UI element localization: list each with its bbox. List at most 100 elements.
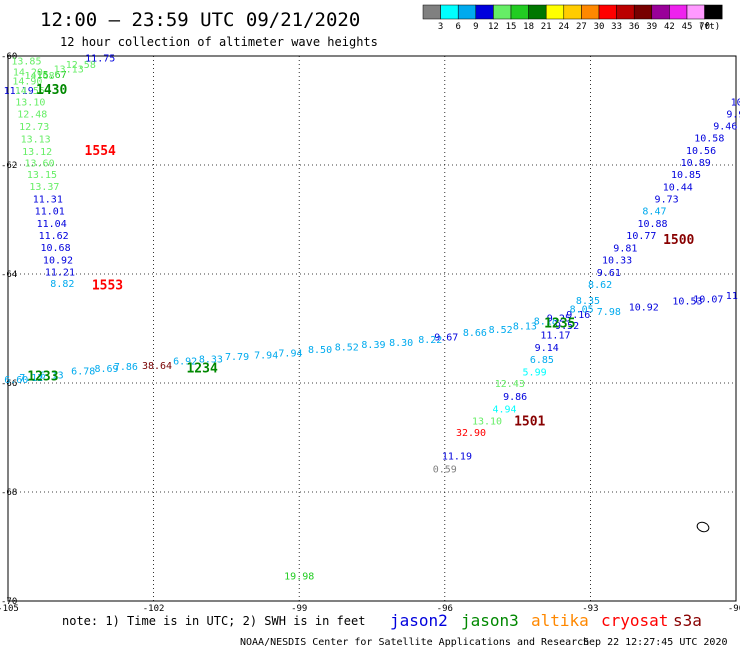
data-point: 11.01	[35, 207, 65, 218]
satellite-name: s3a	[673, 611, 702, 630]
data-point: 11.19	[4, 86, 34, 97]
data-point: 14.20	[13, 68, 43, 79]
data-point: 8.50	[308, 345, 332, 356]
data-point: 10.58	[694, 134, 724, 145]
data-point: 7.86	[114, 362, 138, 373]
colorbar-swatch	[545, 4, 565, 20]
colorbar-swatch	[651, 4, 670, 20]
data-points: 13.8514.2014.9014.6815.6713.1312.5811.75…	[4, 53, 740, 582]
colorbar-label: 21	[541, 22, 552, 32]
data-point: 11.04	[37, 219, 67, 230]
data-point: 10.44	[663, 183, 693, 194]
data-point: 4.94	[492, 404, 516, 415]
colorbar-swatch	[528, 4, 547, 20]
data-point: 10.53	[672, 297, 702, 308]
x-tick-label: -105	[0, 604, 19, 614]
colorbar-label: 12	[488, 22, 499, 32]
data-point: 13.85	[11, 57, 41, 68]
data-point: 13.60	[24, 159, 54, 170]
colorbar-label: 18	[523, 22, 534, 32]
colorbar-swatch	[440, 4, 459, 20]
colorbar-label: 6	[455, 22, 460, 32]
colorbar-swatch	[563, 4, 582, 20]
data-point: 9.16	[566, 310, 590, 321]
data-point: 8.05	[570, 305, 594, 316]
data-point: 12.73	[19, 122, 49, 133]
data-point: 6.92	[173, 356, 197, 367]
data-point: 8.33	[199, 354, 223, 365]
data-point: 11.19	[442, 451, 472, 462]
data-point: 9.14	[535, 343, 559, 354]
data-point: 10.56	[686, 146, 716, 157]
data-point: 9.67	[434, 332, 458, 343]
data-point: 8.47	[642, 207, 666, 218]
colorbar-swatch	[422, 4, 441, 20]
island-shape	[696, 521, 710, 533]
y-tick-label: -70	[1, 597, 17, 607]
data-point: 9.61	[597, 268, 621, 279]
data-point: 9.73	[655, 195, 679, 206]
y-tick-label: -66	[1, 379, 17, 389]
time-label: 1501	[514, 415, 545, 430]
time-label: 1234	[186, 362, 217, 377]
data-point: 8.35	[576, 296, 600, 307]
colorbar-swatch	[704, 4, 723, 20]
data-point: 8.66	[463, 328, 487, 339]
colorbar-swatch	[510, 4, 529, 20]
colorbar-swatch	[686, 4, 705, 20]
data-point: 7.98	[597, 307, 621, 318]
colorbar-label: 39	[646, 22, 657, 32]
time-label: 1233	[27, 369, 58, 384]
data-point: 13.10	[15, 98, 45, 109]
colorbar-label: 24	[558, 22, 569, 32]
colorbar-label: 36	[629, 22, 640, 32]
footer-timestamp: Sep 22 12:27:45 UTC 2020	[583, 637, 728, 648]
data-point: 8.69	[94, 364, 118, 375]
satellite-name: altika	[531, 611, 589, 630]
data-point: 8.22	[418, 335, 442, 346]
data-point: 9.25	[547, 313, 571, 324]
data-point: 10.33	[602, 256, 632, 267]
data-point: 8.18	[534, 317, 558, 328]
footer-note: note: 1) Time is in UTC; 2) SWH is in fe…	[62, 614, 365, 628]
data-point: 14.68	[24, 71, 54, 82]
colorbar-label: 3	[438, 22, 443, 32]
data-point: 8.62	[588, 280, 612, 291]
data-point: 13.15	[27, 170, 57, 181]
data-point: 8.52	[335, 342, 359, 353]
time-label: 1554	[85, 144, 116, 159]
data-point: 13.37	[29, 182, 59, 193]
x-tick-label: -93	[582, 604, 598, 614]
time-labels: 1430 1554 1553 1233 1234 1235 1501 1500	[27, 83, 694, 429]
data-point: 7.94	[278, 348, 302, 359]
data-point: 6.13	[40, 371, 64, 382]
data-point: 8.30	[389, 338, 413, 349]
data-point: 8.82	[50, 279, 74, 290]
x-tick-label: -102	[143, 604, 165, 614]
data-point: 9.46	[713, 122, 737, 133]
colorbar-swatch	[633, 4, 653, 20]
colorbar-swatch	[616, 4, 635, 20]
data-point: 10.33	[731, 98, 740, 109]
data-point: 13.12	[22, 147, 52, 158]
data-point: 19.98	[284, 572, 314, 583]
data-point: 14.55	[15, 86, 45, 97]
satellite-name: jason2	[390, 611, 448, 630]
data-point: 8.52	[489, 325, 513, 336]
time-label: 1500	[663, 233, 694, 248]
data-point: 7.79	[225, 352, 249, 363]
colorbar-swatch	[457, 4, 477, 20]
colorbar-label: 27	[576, 22, 587, 32]
y-tick-labels: -60 -62 -64 -66 -68 -70	[1, 52, 17, 607]
data-point: 13.13	[54, 64, 84, 75]
grid-lines	[8, 56, 736, 601]
data-point: 8.13	[513, 322, 537, 333]
y-tick-label: -60	[1, 52, 17, 62]
colorbar-swatch	[669, 4, 688, 20]
data-point: 13.13	[21, 135, 51, 146]
satellite-name: cryosat	[601, 611, 668, 630]
colorbar-swatch	[493, 4, 512, 20]
colorbar-label: 45	[682, 22, 693, 32]
colorbar-label: 70	[699, 22, 710, 32]
data-point: 9.90	[726, 110, 740, 121]
